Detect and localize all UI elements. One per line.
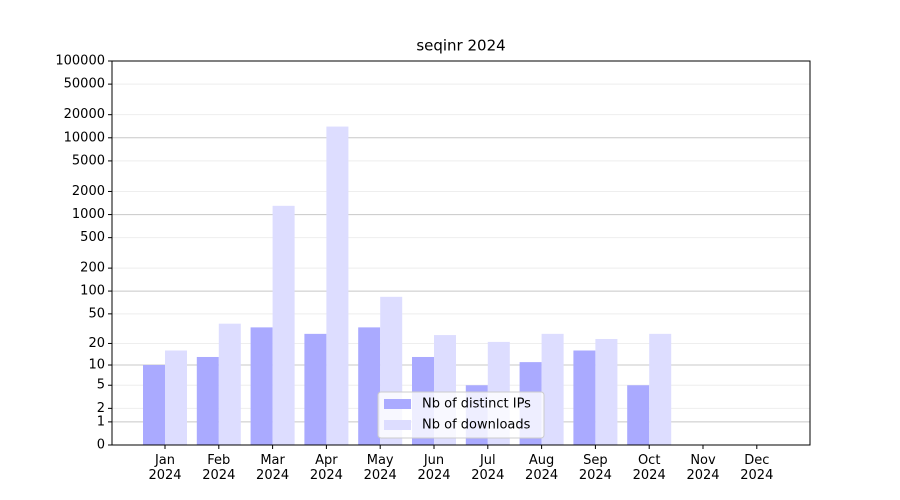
y-tick-label: 2 [97, 401, 105, 416]
y-tick-label: 5 [97, 378, 105, 393]
y-tick-label: 1000 [72, 207, 105, 222]
y-tick-label: 5000 [72, 153, 105, 168]
x-tick-label: Aug 2024 [525, 453, 559, 483]
y-tick-label: 500 [80, 230, 105, 245]
bar [165, 350, 187, 445]
x-tick-label: Mar 2024 [256, 453, 290, 483]
x-tick-label: May 2024 [363, 453, 397, 483]
x-tick-label: Jun 2024 [417, 453, 451, 483]
x-tick-label: Jan 2024 [148, 453, 182, 483]
legend-swatch [384, 399, 411, 409]
bar [196, 356, 219, 445]
y-tick-label: 50000 [64, 77, 105, 92]
legend-swatch [384, 420, 411, 430]
y-tick-label: 10000 [64, 130, 105, 145]
bar [595, 338, 618, 445]
bar [649, 333, 672, 445]
bar [541, 333, 564, 445]
bar [573, 350, 596, 445]
y-tick-label: 10 [88, 358, 105, 373]
x-tick-label: Nov 2024 [686, 453, 720, 483]
bar [250, 327, 273, 445]
x-tick-label: Oct 2024 [632, 453, 666, 483]
y-tick-label: 20000 [64, 107, 105, 122]
y-tick-label: 50 [88, 306, 105, 321]
legend: Nb of distinct IPs Nb of downloads [377, 391, 545, 439]
y-tick-label: 100 [80, 284, 105, 299]
x-tick-label: Sep 2024 [578, 453, 612, 483]
bar [358, 327, 381, 445]
x-tick-label: Apr 2024 [309, 453, 343, 483]
y-tick-label: 2000 [72, 184, 105, 199]
y-tick-label: 200 [80, 261, 105, 276]
y-tick-label: 1 [97, 414, 105, 429]
legend-label: Nb of downloads [422, 418, 531, 433]
legend-box [377, 391, 545, 439]
bar [218, 323, 241, 445]
plot-frame [111, 60, 811, 446]
bar [304, 333, 327, 445]
legend-label: Nb of distinct IPs [422, 397, 531, 412]
bar [326, 126, 349, 446]
x-tick-label: Feb 2024 [202, 453, 236, 483]
bar [272, 205, 295, 445]
y-tick-label: 100000 [55, 54, 105, 69]
bar [627, 385, 650, 445]
bar [143, 365, 165, 445]
chart-title: seqinr 2024 [416, 37, 505, 55]
x-tick-label: Jul 2024 [471, 453, 505, 483]
y-tick-label: 0 [97, 438, 105, 453]
x-tick-label: Dec 2024 [740, 453, 774, 483]
y-tick-label: 20 [88, 336, 105, 351]
